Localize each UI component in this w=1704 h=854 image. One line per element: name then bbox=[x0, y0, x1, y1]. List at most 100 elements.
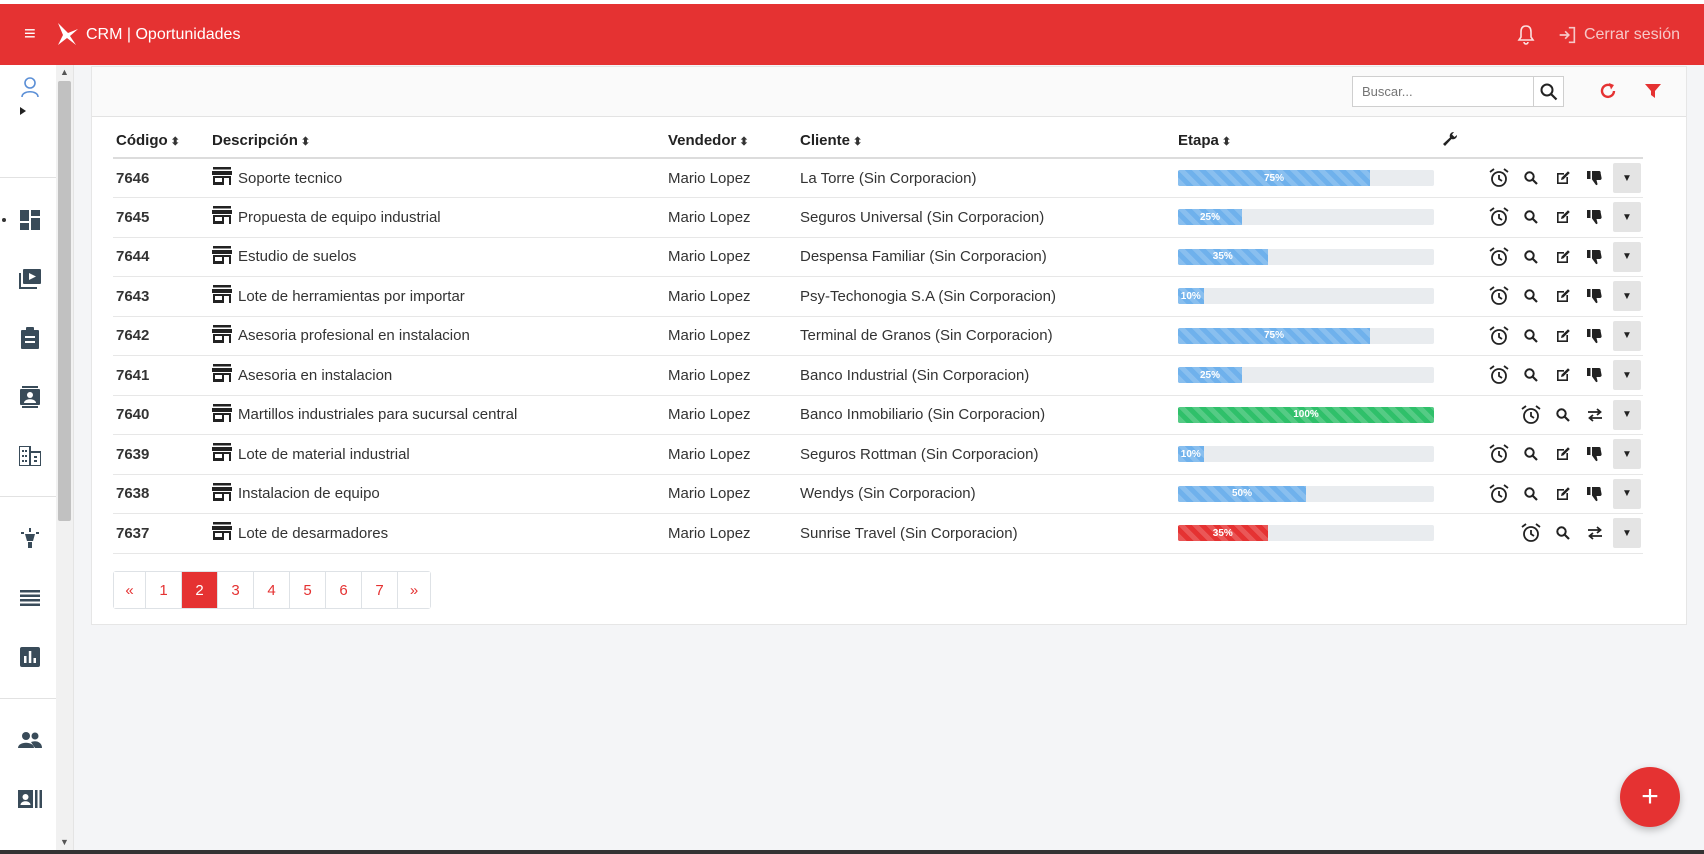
scroll-down-icon[interactable]: ▼ bbox=[60, 837, 69, 847]
column-header-description[interactable]: Descripción ⬍ bbox=[209, 124, 665, 159]
lightbulb-icon[interactable] bbox=[18, 527, 42, 551]
column-header-stage[interactable]: Etapa ⬍ bbox=[1175, 124, 1435, 159]
pagination-page[interactable]: 3 bbox=[218, 572, 254, 608]
table-row[interactable]: 7640 Martillos industriales para sucursa… bbox=[113, 395, 1643, 435]
view-icon[interactable] bbox=[1521, 365, 1541, 385]
alarm-icon[interactable] bbox=[1489, 286, 1509, 306]
cell-actions: ▼ bbox=[1435, 316, 1643, 356]
thumbs-down-icon[interactable] bbox=[1585, 444, 1605, 464]
pagination-page[interactable]: 2 bbox=[182, 572, 218, 608]
dashboard-icon[interactable] bbox=[18, 208, 42, 232]
sidebar-scrollbar[interactable]: ▲ ▼ bbox=[56, 65, 73, 850]
description-text: Soporte tecnico bbox=[238, 169, 343, 187]
row-menu-dropdown[interactable]: ▼ bbox=[1613, 320, 1641, 351]
video-library-icon[interactable] bbox=[18, 267, 42, 291]
scroll-up-icon[interactable]: ▲ bbox=[60, 67, 69, 77]
transfer-icon[interactable] bbox=[1585, 523, 1605, 543]
view-icon[interactable] bbox=[1521, 484, 1541, 504]
alarm-icon[interactable] bbox=[1521, 523, 1541, 543]
row-menu-dropdown[interactable]: ▼ bbox=[1613, 163, 1641, 193]
alarm-icon[interactable] bbox=[1521, 405, 1541, 425]
edit-icon[interactable] bbox=[1553, 444, 1573, 464]
stage-progress: 50% bbox=[1178, 485, 1434, 502]
thumbs-down-icon[interactable] bbox=[1585, 247, 1605, 267]
add-opportunity-button[interactable]: + bbox=[1620, 767, 1680, 827]
alarm-icon[interactable] bbox=[1489, 326, 1509, 346]
logout-button[interactable]: Cerrar sesión bbox=[1556, 24, 1680, 46]
alarm-icon[interactable] bbox=[1489, 365, 1509, 385]
table-row[interactable]: 7639 Lote de material industrial Mario L… bbox=[113, 434, 1643, 475]
pagination-page[interactable]: 6 bbox=[326, 572, 362, 608]
contacts-icon[interactable] bbox=[18, 385, 42, 409]
view-icon[interactable] bbox=[1521, 286, 1541, 306]
filter-button[interactable] bbox=[1641, 79, 1665, 103]
hamburger-icon[interactable]: ≡ bbox=[24, 23, 36, 45]
row-menu-dropdown[interactable]: ▼ bbox=[1613, 478, 1641, 509]
thumbs-down-icon[interactable] bbox=[1585, 207, 1605, 227]
view-icon[interactable] bbox=[1521, 444, 1541, 464]
table-row[interactable]: 7644 Estudio de suelos Mario Lopez Despe… bbox=[113, 237, 1643, 277]
view-icon[interactable] bbox=[1521, 326, 1541, 346]
alarm-icon[interactable] bbox=[1489, 484, 1509, 504]
table-row[interactable]: 7641 Asesoria en instalacion Mario Lopez… bbox=[113, 355, 1643, 396]
view-icon[interactable] bbox=[1521, 247, 1541, 267]
row-menu-dropdown[interactable]: ▼ bbox=[1613, 439, 1641, 470]
search-button[interactable] bbox=[1533, 77, 1563, 106]
table-row[interactable]: 7642 Asesoria profesional en instalacion… bbox=[113, 316, 1643, 356]
table-row[interactable]: 7638 Instalacion de equipo Mario Lopez W… bbox=[113, 474, 1643, 514]
refresh-button[interactable] bbox=[1596, 79, 1620, 103]
table-row[interactable]: 7637 Lote de desarmadores Mario Lopez Su… bbox=[113, 513, 1643, 554]
alarm-icon[interactable] bbox=[1489, 168, 1509, 188]
thumbs-down-icon[interactable] bbox=[1585, 286, 1605, 306]
chart-icon[interactable] bbox=[18, 645, 42, 669]
pagination-page[interactable]: 5 bbox=[290, 572, 326, 608]
pagination-page[interactable]: 7 bbox=[362, 572, 398, 608]
id-card-icon[interactable] bbox=[18, 787, 42, 811]
column-header-client[interactable]: Cliente ⬍ bbox=[797, 124, 1175, 159]
view-icon[interactable] bbox=[1521, 207, 1541, 227]
bell-icon[interactable] bbox=[1514, 23, 1538, 47]
edit-icon[interactable] bbox=[1553, 286, 1573, 306]
table-row[interactable]: 7643 Lote de herramientas por importar M… bbox=[113, 276, 1643, 317]
alarm-icon[interactable] bbox=[1489, 247, 1509, 267]
clipboard-icon[interactable] bbox=[18, 326, 42, 350]
alarm-icon[interactable] bbox=[1489, 207, 1509, 227]
thumbs-down-icon[interactable] bbox=[1585, 326, 1605, 346]
search-input[interactable] bbox=[1353, 77, 1533, 106]
view-icon[interactable] bbox=[1553, 523, 1573, 543]
column-header-code[interactable]: Código ⬍ bbox=[113, 124, 209, 159]
building-icon[interactable] bbox=[18, 444, 42, 468]
logout-label: Cerrar sesión bbox=[1583, 25, 1680, 43]
scroll-thumb[interactable] bbox=[58, 81, 71, 521]
row-menu-dropdown[interactable]: ▼ bbox=[1613, 202, 1641, 233]
transfer-icon[interactable] bbox=[1585, 405, 1605, 425]
edit-icon[interactable] bbox=[1553, 207, 1573, 227]
expand-arrow-icon[interactable] bbox=[17, 99, 29, 123]
table-row[interactable]: 7645 Propuesta de equipo industrial Mari… bbox=[113, 197, 1643, 238]
edit-icon[interactable] bbox=[1553, 168, 1573, 188]
thumbs-down-icon[interactable] bbox=[1585, 168, 1605, 188]
thumbs-down-icon[interactable] bbox=[1585, 484, 1605, 504]
edit-icon[interactable] bbox=[1553, 484, 1573, 504]
row-menu-dropdown[interactable]: ▼ bbox=[1613, 360, 1641, 391]
view-icon[interactable] bbox=[1521, 168, 1541, 188]
column-header-seller[interactable]: Vendedor ⬍ bbox=[665, 124, 797, 159]
table-row[interactable]: 7646 Soporte tecnico Mario Lopez La Torr… bbox=[113, 158, 1643, 198]
list-icon[interactable] bbox=[18, 586, 42, 610]
pagination-prev[interactable]: « bbox=[114, 572, 146, 608]
row-menu-dropdown[interactable]: ▼ bbox=[1613, 518, 1641, 549]
user-avatar-icon[interactable] bbox=[18, 75, 42, 99]
view-icon[interactable] bbox=[1553, 405, 1573, 425]
edit-icon[interactable] bbox=[1553, 247, 1573, 267]
row-menu-dropdown[interactable]: ▼ bbox=[1613, 281, 1641, 312]
pagination-page[interactable]: 1 bbox=[146, 572, 182, 608]
row-menu-dropdown[interactable]: ▼ bbox=[1613, 399, 1641, 430]
users-icon[interactable] bbox=[18, 728, 42, 752]
edit-icon[interactable] bbox=[1553, 365, 1573, 385]
pagination-page[interactable]: 4 bbox=[254, 572, 290, 608]
row-menu-dropdown[interactable]: ▼ bbox=[1613, 241, 1641, 272]
thumbs-down-icon[interactable] bbox=[1585, 365, 1605, 385]
pagination-next[interactable]: » bbox=[398, 572, 430, 608]
edit-icon[interactable] bbox=[1553, 326, 1573, 346]
alarm-icon[interactable] bbox=[1489, 444, 1509, 464]
